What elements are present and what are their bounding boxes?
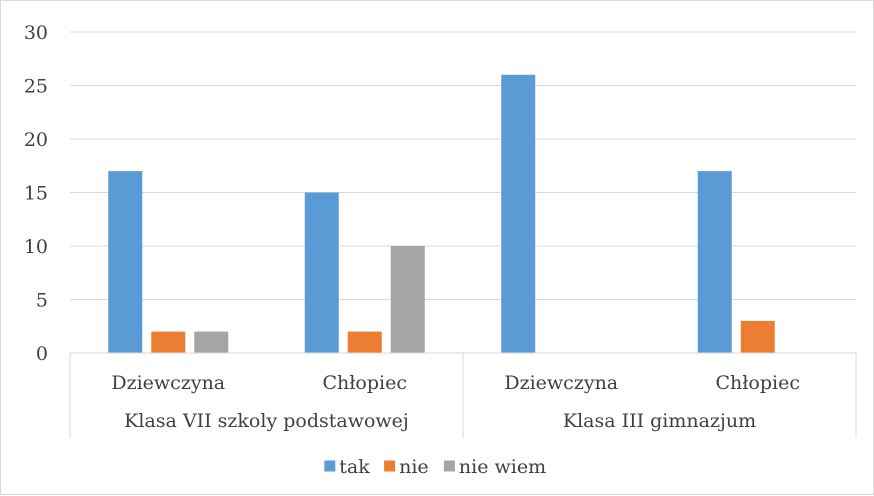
legend-swatch [324,460,336,472]
bar-tak [697,171,732,353]
bar-nie [151,331,186,353]
legend-swatch [443,460,455,472]
axes: 0 5 10 15 20 25 30 Dziewczyna Chłopiec Dziewczyna… [24,22,857,438]
y-tick-label: 5 [36,290,48,312]
y-tick-label: 20 [24,129,48,151]
y-tick-label: 0 [36,343,48,365]
bar-tak [304,192,339,353]
x-category-label: Dziewczyna [111,372,225,394]
bar-nie-wiem [194,331,229,353]
x-group-label: Klasa VII szkoly podstawowej [124,410,409,432]
y-tick-label: 25 [24,76,48,98]
y-tick-label: 30 [24,22,48,44]
bar-tak [108,171,143,353]
legend-swatch [384,460,396,472]
y-tick-label: 10 [24,236,48,258]
x-category-label: Dziewczyna [504,372,618,394]
legend-label: tak [339,456,370,478]
bar-tak [501,74,536,354]
x-category-label: Chłopiec [716,372,801,394]
x-group-label: Klasa III gimnazjum [563,410,756,432]
legend-label: nie [399,456,429,478]
bars [108,74,775,354]
bar-nie [740,320,775,353]
bar-nie-wiem [390,246,425,353]
gridlines [70,31,856,300]
x-category-label: Chłopiec [323,372,408,394]
legend-label: nie wiem [459,456,546,478]
y-tick-label: 15 [24,183,48,205]
legend: tak nie nie wiem [324,456,546,478]
bar-nie [347,331,382,353]
